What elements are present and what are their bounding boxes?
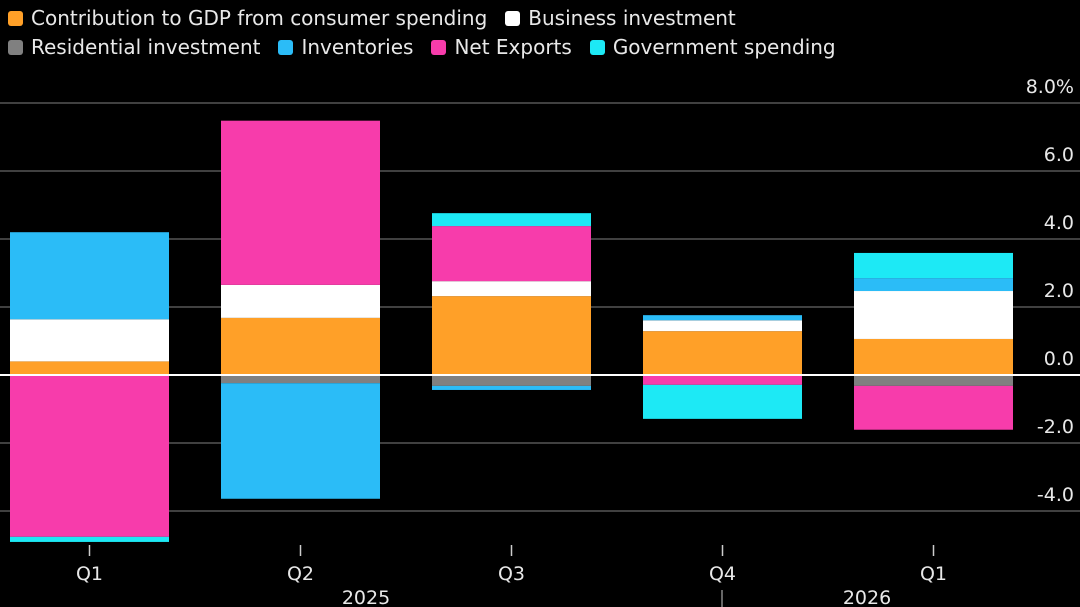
bar-segment <box>432 226 591 282</box>
bar-segment <box>854 291 1013 339</box>
bar-segment <box>221 375 380 384</box>
legend-item: Contribution to GDP from consumer spendi… <box>8 4 487 33</box>
bar-segment <box>643 320 802 332</box>
x-tick-label: Q4 <box>709 563 736 585</box>
legend-item: Business investment <box>505 4 736 33</box>
y-tick-label: 0.0 <box>1044 348 1074 370</box>
bar-segment <box>643 375 802 385</box>
bar-segment <box>221 284 380 318</box>
bar-segment <box>10 319 169 362</box>
bar-segment <box>854 338 1013 375</box>
bar-segment <box>432 375 591 386</box>
legend-item: Government spending <box>589 33 836 62</box>
bar-segment <box>854 375 1013 386</box>
legend-item: Residential investment <box>8 33 260 62</box>
legend-label: Contribution to GDP from consumer spendi… <box>31 6 488 30</box>
legend-swatch <box>8 40 23 55</box>
bar-segment <box>10 361 169 375</box>
bar-segment <box>643 331 802 375</box>
y-tick-label: 8.0% <box>1026 76 1074 98</box>
y-tick-label: 4.0 <box>1044 212 1074 234</box>
legend-label: Government spending <box>612 35 836 59</box>
legend-item: Net Exports <box>431 33 572 62</box>
legend-label: Net Exports <box>454 35 572 59</box>
bar-segment <box>854 252 1013 279</box>
y-tick-label: -4.0 <box>1037 484 1074 506</box>
bar-segment <box>643 384 802 419</box>
bar-segment <box>432 213 591 227</box>
bar-segment <box>854 278 1013 292</box>
legend-swatch <box>505 11 521 26</box>
legend-label: Business investment <box>528 6 736 30</box>
legend-swatch <box>589 40 605 55</box>
x-tick-label: Q3 <box>498 563 525 585</box>
legend-swatch <box>8 11 23 26</box>
year-label: 2026 <box>843 587 891 607</box>
y-tick-label: 6.0 <box>1044 144 1074 166</box>
legend-swatch <box>431 40 447 55</box>
y-tick-label: -2.0 <box>1037 416 1074 438</box>
x-tick-label: Q2 <box>287 563 314 585</box>
bar-segment <box>221 383 380 499</box>
bar-segment <box>432 385 591 390</box>
bar-segment <box>432 281 591 297</box>
bar-segment <box>10 536 169 542</box>
legend-item: Inventories <box>278 33 413 62</box>
legend-label: Residential investment <box>31 35 261 59</box>
y-tick-label: 2.0 <box>1044 280 1074 302</box>
bar-segment <box>221 317 380 375</box>
bar-segment <box>643 315 802 321</box>
bar-segment <box>432 296 591 375</box>
bar-segment <box>221 120 380 285</box>
x-tick-label: Q1 <box>920 563 947 585</box>
legend-label: Inventories <box>301 35 414 59</box>
year-label: 2025 <box>342 587 390 607</box>
x-tick-label: Q1 <box>76 563 103 585</box>
bar-segment <box>10 375 169 537</box>
legend-swatch <box>278 40 294 55</box>
bar-segment <box>10 232 169 320</box>
bar-segment <box>854 385 1013 430</box>
chart-legend: Contribution to GDP from consumer spendi… <box>8 4 1068 62</box>
